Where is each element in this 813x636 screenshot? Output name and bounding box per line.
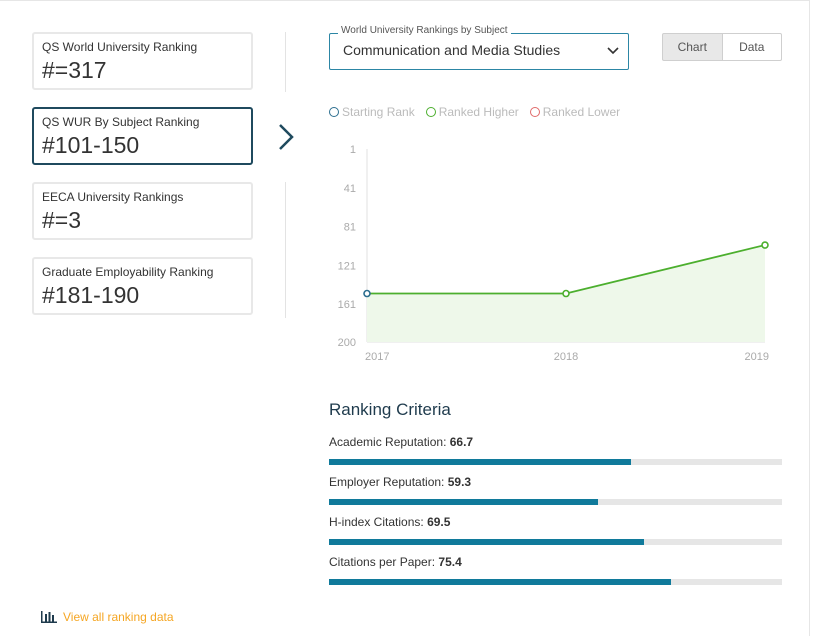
view-all-ranking-data-link[interactable]: View all ranking data: [40, 610, 174, 624]
criteria-bar-track: [329, 579, 782, 585]
criteria-value: 59.3: [447, 475, 472, 489]
chart-view-button[interactable]: Chart: [662, 33, 723, 61]
criteria-bar-track: [329, 459, 782, 465]
ranking-card-label: QS WUR By Subject Ranking: [42, 115, 200, 129]
criteria-bar-fill: [329, 539, 644, 545]
divider-line: [285, 32, 286, 92]
criteria-label: H-index Citations:: [329, 515, 424, 529]
criteria-item-employer-reputation: Employer Reputation: 59.3: [329, 474, 782, 505]
ranking-card-eeca[interactable]: EECA University Rankings #=3: [32, 182, 253, 240]
y-tick-label: 41: [344, 183, 356, 195]
legend-label: Ranked Lower: [542, 105, 621, 119]
ranking-card-qs-world[interactable]: QS World University Ranking #=317: [32, 32, 253, 90]
subject-select-value: Communication and Media Studies: [343, 42, 561, 58]
ranking-card-qs-wur-subject[interactable]: QS WUR By Subject Ranking #101-150: [32, 107, 253, 165]
ranking-card-label: QS World University Ranking: [42, 40, 198, 54]
subject-select[interactable]: Communication and Media Studies: [329, 33, 629, 70]
x-tick-label: 2017: [365, 351, 389, 363]
criteria-bar-fill: [329, 579, 671, 585]
criteria-label: Academic Reputation:: [329, 435, 447, 449]
ranking-card-value: #101-150: [42, 132, 140, 158]
criteria-bar-track: [329, 499, 782, 505]
ranking-card-value: #181-190: [42, 282, 140, 308]
criteria-value: 69.5: [427, 515, 451, 529]
criteria-item-academic-reputation: Academic Reputation: 66.7: [329, 434, 782, 465]
legend-label: Ranked Higher: [438, 105, 519, 119]
criteria-value: 66.7: [449, 435, 474, 449]
ranking-card-value: #=3: [42, 207, 82, 233]
legend-marker: [329, 107, 339, 117]
ranking-card-label: EECA University Rankings: [42, 190, 184, 204]
legend-item-ranked-lower: Ranked Lower: [529, 105, 621, 119]
criteria-label: Citations per Paper:: [329, 555, 436, 569]
subject-select-legend: World University Rankings by Subject: [338, 25, 511, 36]
ranking-card-label: Graduate Employability Ranking: [42, 265, 214, 279]
legend-marker: [425, 107, 436, 117]
y-tick-label: 200: [338, 337, 356, 349]
criteria-bar-fill: [329, 459, 632, 465]
legend-item-ranked-higher: Ranked Higher: [425, 105, 519, 119]
legend-item-starting-rank: Starting Rank: [329, 105, 415, 119]
ranking-card-graduate-employability[interactable]: Graduate Employability Ranking #181-190: [32, 257, 253, 315]
data-view-button[interactable]: Data: [722, 33, 782, 61]
x-tick-label: 2018: [554, 351, 578, 363]
legend-marker: [529, 107, 540, 117]
ranking-card-value: #=317: [42, 57, 107, 83]
criteria-item-h-index-citations: H-index Citations: 69.5: [329, 514, 782, 545]
criteria-bar-fill: [329, 499, 598, 505]
legend-label: Starting Rank: [342, 105, 415, 119]
criteria-item-citations-per-paper: Citations per Paper: 75.4: [329, 554, 782, 585]
view-all-label: View all ranking data: [63, 610, 174, 624]
criteria-title: Ranking Criteria: [329, 400, 451, 419]
chart-legend: Starting Rank Ranked Higher Ranked Lower: [329, 105, 620, 119]
data-point: [363, 289, 371, 298]
rank-history-chart: 1 41 81 121 161 200 2017 2018 2019: [338, 144, 769, 363]
chevron-right-icon: [279, 124, 294, 150]
criteria-value: 75.4: [438, 555, 462, 569]
y-tick-label: 161: [338, 299, 356, 311]
bar-chart-icon: [41, 611, 57, 623]
divider-line: [285, 182, 286, 318]
criteria-label: Employer Reputation:: [329, 475, 445, 489]
chevron-down-icon: [607, 47, 619, 55]
data-point: [761, 241, 769, 249]
y-tick-label: 121: [338, 260, 356, 272]
x-tick-label: 2019: [745, 351, 769, 363]
y-tick-label: 1: [350, 144, 356, 156]
data-point: [562, 289, 570, 298]
view-toggle: Chart Data: [662, 33, 782, 61]
y-tick-label: 81: [344, 222, 356, 234]
criteria-bar-track: [329, 539, 782, 545]
